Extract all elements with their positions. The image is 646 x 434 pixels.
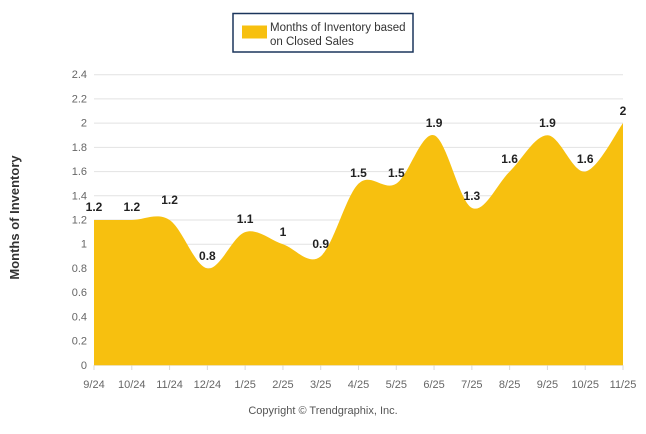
svg-text:10/24: 10/24	[118, 379, 146, 391]
svg-text:1.3: 1.3	[464, 189, 481, 203]
svg-text:8/25: 8/25	[499, 379, 520, 391]
svg-text:0.6: 0.6	[72, 287, 87, 299]
svg-text:1.6: 1.6	[577, 152, 594, 166]
svg-text:2: 2	[81, 118, 87, 130]
svg-text:0.8: 0.8	[199, 249, 216, 263]
svg-text:1.9: 1.9	[426, 116, 443, 130]
svg-text:1.5: 1.5	[388, 166, 405, 180]
svg-text:7/25: 7/25	[461, 379, 482, 391]
svg-text:1.2: 1.2	[86, 200, 103, 214]
svg-text:1.6: 1.6	[72, 166, 87, 178]
svg-text:1: 1	[280, 225, 287, 239]
svg-text:2: 2	[620, 104, 627, 118]
svg-text:1: 1	[81, 239, 87, 251]
svg-text:4/25: 4/25	[348, 379, 369, 391]
svg-text:Months of Inventory based: Months of Inventory based	[270, 22, 406, 34]
svg-text:0.4: 0.4	[72, 311, 87, 323]
svg-text:1.9: 1.9	[539, 116, 556, 130]
svg-text:12/24: 12/24	[194, 379, 222, 391]
svg-text:9/25: 9/25	[537, 379, 558, 391]
svg-text:0.8: 0.8	[72, 263, 87, 275]
svg-text:1/25: 1/25	[234, 379, 255, 391]
svg-text:10/25: 10/25	[571, 379, 599, 391]
svg-text:0.9: 0.9	[312, 237, 329, 251]
svg-text:6/25: 6/25	[423, 379, 444, 391]
svg-text:Copyright © Trendgraphix, Inc.: Copyright © Trendgraphix, Inc.	[248, 405, 397, 417]
svg-text:Months of Inventory: Months of Inventory	[7, 155, 22, 280]
svg-text:1.5: 1.5	[350, 166, 367, 180]
svg-text:11/25: 11/25	[610, 379, 637, 391]
svg-text:2.4: 2.4	[72, 69, 87, 81]
svg-text:5/25: 5/25	[386, 379, 407, 391]
svg-text:11/24: 11/24	[156, 379, 183, 391]
svg-text:1.8: 1.8	[72, 142, 87, 154]
svg-text:1.2: 1.2	[123, 200, 140, 214]
svg-text:0.2: 0.2	[72, 336, 87, 348]
svg-text:1.2: 1.2	[161, 193, 178, 207]
svg-text:1.2: 1.2	[72, 215, 87, 227]
svg-text:3/25: 3/25	[310, 379, 331, 391]
svg-text:1.6: 1.6	[501, 152, 518, 166]
svg-text:9/24: 9/24	[83, 379, 104, 391]
svg-text:on Closed Sales: on Closed Sales	[270, 36, 354, 48]
svg-text:0: 0	[81, 360, 87, 372]
svg-text:2/25: 2/25	[272, 379, 293, 391]
svg-text:2.2: 2.2	[72, 93, 87, 105]
svg-text:1.1: 1.1	[237, 212, 254, 226]
